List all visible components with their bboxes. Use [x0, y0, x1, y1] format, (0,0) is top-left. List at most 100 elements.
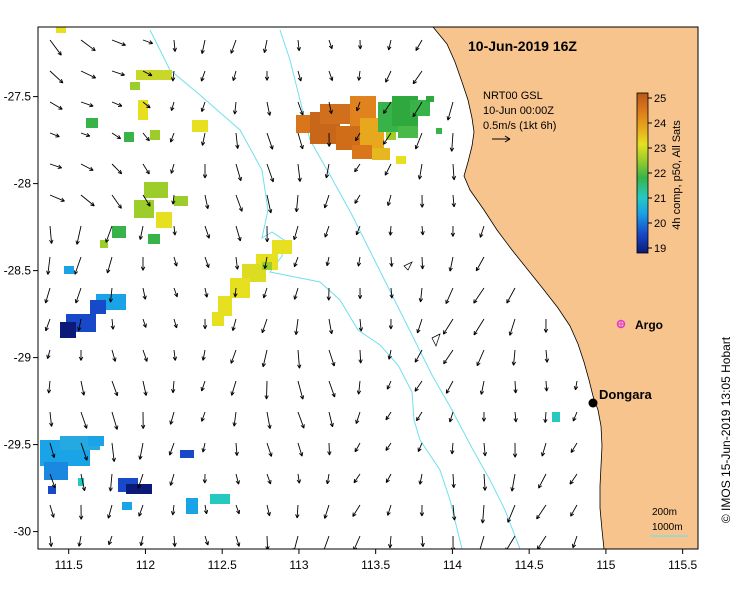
current-arrow — [420, 225, 425, 236]
current-arrow — [80, 442, 88, 461]
current-arrow — [169, 411, 175, 425]
current-arrow — [536, 504, 547, 520]
current-arrow — [385, 473, 392, 483]
current-arrow — [325, 256, 330, 267]
current-arrow — [201, 442, 206, 453]
current-arrow — [328, 380, 336, 398]
current-arrow — [328, 411, 334, 428]
current-arrow — [388, 318, 394, 330]
current-arrow — [235, 132, 240, 149]
current-arrow — [74, 287, 82, 304]
scale-1000m: 1000m — [652, 522, 683, 533]
current-arrow — [481, 411, 487, 422]
current-arrow — [230, 380, 237, 396]
current-arrow — [266, 442, 273, 457]
current-arrow — [412, 101, 423, 118]
current-arrow — [544, 380, 549, 392]
colorbar-ticks: 25 24 23 22 21 20 19 — [648, 93, 666, 255]
current-arrow — [358, 349, 363, 364]
plot-frame — [37, 26, 699, 550]
current-arrow — [357, 70, 362, 81]
dongara-marker — [588, 398, 598, 408]
info-source: NRT00 GSL — [483, 90, 543, 102]
current-arrow — [294, 318, 299, 335]
y-axis: -27.5 -28 -28.5 -29 -29.5 -30 — [4, 90, 38, 539]
current-arrow — [171, 70, 176, 82]
current-arrow — [419, 194, 425, 208]
current-arrow — [44, 318, 51, 332]
current-arrow — [46, 256, 51, 275]
current-arrow — [49, 504, 55, 518]
colorbar-tick-label: 19 — [654, 243, 666, 255]
current-arrow — [234, 442, 239, 456]
current-arrow — [49, 70, 64, 84]
current-arrow — [173, 256, 178, 267]
current-arrow — [111, 132, 122, 140]
current-arrow — [355, 132, 361, 142]
current-arrow — [386, 194, 392, 206]
current-arrow — [172, 349, 178, 361]
x-tick-label: 114.5 — [515, 558, 544, 572]
current-arrow — [538, 473, 547, 489]
credit-label: © IMOS 15-Jun-2019 13:05 Hobart — [719, 336, 733, 523]
current-arrow — [107, 504, 113, 519]
current-arrow — [482, 473, 488, 491]
current-arrow — [383, 101, 392, 114]
colorbar-tick-label: 23 — [654, 143, 666, 155]
current-arrow — [235, 535, 241, 547]
current-arrow — [513, 411, 518, 423]
current-arrow — [479, 380, 485, 395]
current-arrow — [295, 504, 300, 519]
current-arrow — [388, 225, 393, 236]
current-arrow — [80, 194, 95, 207]
current-arrow — [479, 535, 485, 549]
current-arrow — [168, 442, 175, 456]
current-arrow — [78, 504, 84, 520]
current-arrow — [111, 411, 119, 430]
current-arrow — [292, 225, 299, 241]
current-arrow — [414, 349, 423, 363]
current-arrow — [106, 256, 113, 274]
current-arrow — [202, 164, 208, 179]
x-tick-label: 115 — [596, 558, 615, 572]
x-tick-label: 113 — [289, 558, 308, 572]
current-arrow — [231, 318, 237, 332]
current-arrow — [200, 70, 206, 82]
map-title: 10-Jun-2019 16Z — [468, 38, 577, 54]
current-arrow — [541, 442, 547, 457]
current-arrow — [46, 380, 52, 394]
current-arrow — [80, 132, 91, 138]
current-arrow — [80, 473, 87, 492]
current-arrow — [44, 287, 51, 304]
current-arrow — [204, 225, 211, 239]
scale-200m: 200m — [652, 507, 677, 518]
current-arrow — [419, 504, 425, 517]
current-arrow — [544, 349, 550, 363]
current-arrow — [111, 349, 117, 362]
current-arrow — [420, 256, 425, 270]
current-arrow — [327, 442, 332, 456]
current-arrow — [325, 473, 330, 485]
current-arrow — [570, 504, 578, 517]
colorbar-tick-label: 25 — [654, 93, 666, 105]
current-arrow — [264, 380, 269, 400]
current-arrow — [46, 349, 51, 360]
current-arrow — [297, 442, 304, 457]
current-arrow — [512, 442, 518, 458]
current-arrow — [80, 163, 94, 171]
current-arrow — [475, 256, 485, 272]
current-arrow — [414, 380, 423, 392]
current-arrow — [452, 504, 457, 521]
current-arrow — [142, 163, 150, 175]
current-arrow — [74, 256, 82, 275]
current-arrow — [200, 101, 206, 113]
current-arrow — [108, 287, 113, 303]
current-arrow — [169, 473, 175, 486]
current-arrow — [572, 411, 578, 422]
current-arrow — [450, 225, 456, 237]
current-arrow — [203, 504, 209, 515]
current-arrow — [142, 349, 148, 362]
colorbar-tick-label: 20 — [654, 218, 666, 230]
current-arrow — [110, 318, 115, 330]
current-arrow — [569, 473, 578, 485]
